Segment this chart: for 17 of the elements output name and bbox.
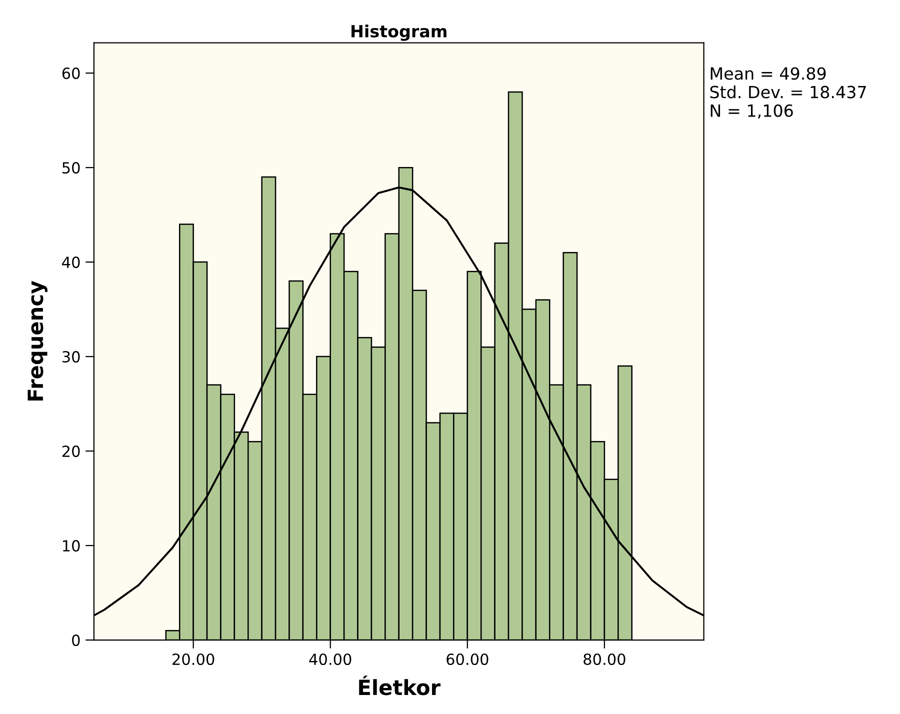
chart-title: Histogram [352, 24, 446, 41]
x-tick-label: 80.00 [584, 653, 626, 666]
y-tick-label: 0 [72, 634, 80, 646]
x-tick-label: 40.00 [309, 653, 352, 666]
y-tick-label: 10 [63, 540, 80, 552]
x-tick-label: 60.00 [446, 653, 488, 666]
x-tick-label: 20.00 [172, 653, 214, 666]
text: Mean = 49.89 [710, 67, 826, 80]
y-tick-label: 30 [62, 351, 80, 363]
y-tick-label: 50 [62, 162, 80, 174]
y-tick-label: 20 [62, 446, 80, 458]
y-tick-label: 40 [62, 256, 80, 268]
x-axis-title: Életkor [359, 676, 440, 696]
text: N = 1,106 [710, 104, 793, 119]
text: Std. Dev. = 18.437 [710, 85, 866, 98]
y-axis-title: Frequency [28, 280, 48, 400]
y-tick-label: 60 [62, 68, 80, 80]
